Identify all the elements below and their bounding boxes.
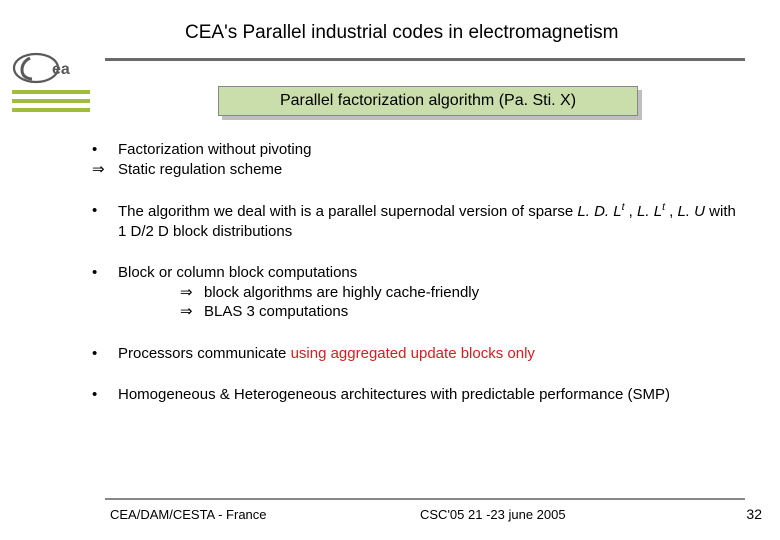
bullet-5: • Homogeneous & Heterogeneous architectu…	[90, 385, 740, 405]
bullet-5-text: Homogeneous & Heterogeneous architecture…	[118, 385, 740, 405]
bullet-3: • Block or column block computations ⇒ b…	[90, 263, 740, 322]
footer-mid: CSC'05 21 -23 june 2005	[420, 507, 566, 522]
bullet-4-text: Processors communicate using aggregated …	[118, 344, 740, 364]
bullet-dot-icon: •	[90, 344, 118, 364]
cea-logo-bars	[12, 90, 90, 112]
b2-sep1: ,	[625, 203, 638, 220]
b2-sep2: ,	[665, 203, 678, 220]
arrow-icon: ⇒	[180, 302, 204, 322]
footer-divider	[105, 498, 745, 500]
subtitle-box: Parallel factorization algorithm (Pa. St…	[218, 86, 638, 116]
bullet-dot-icon: •	[90, 140, 118, 160]
arrow-icon: ⇒	[180, 283, 204, 303]
bullet-1: • Factorization without pivoting ⇒ Stati…	[90, 140, 740, 179]
bullet-dot-icon: •	[90, 263, 118, 283]
b2-prefix: The algorithm we deal with is a parallel…	[118, 203, 577, 220]
b4-red: using aggregated update blocks only	[291, 345, 535, 362]
subtitle-text: Parallel factorization algorithm (Pa. St…	[218, 86, 638, 116]
bullet-dot-icon: •	[90, 201, 118, 221]
b2-ldlt: L. D. L	[577, 203, 621, 220]
bullet-2-text: The algorithm we deal with is a parallel…	[118, 201, 740, 241]
header-divider	[105, 58, 745, 61]
bullet-1-text: Factorization without pivoting	[118, 140, 740, 160]
arrow-icon: ⇒	[90, 160, 118, 180]
bullet-4: • Processors communicate using aggregate…	[90, 344, 740, 364]
bullet-3-sub1: block algorithms are highly cache-friend…	[204, 283, 740, 303]
bullet-2: • The algorithm we deal with is a parall…	[90, 201, 740, 241]
bullet-3-text: Block or column block computations	[118, 263, 740, 283]
bullet-dot-icon: •	[90, 385, 118, 405]
b2-llt: L. L	[637, 203, 662, 220]
b4-prefix: Processors communicate	[118, 345, 291, 362]
bullet-1-arrow-text: Static regulation scheme	[118, 160, 740, 180]
bullet-3-sub2: BLAS 3 computations	[204, 302, 740, 322]
cea-logo: ea	[12, 52, 90, 117]
page-title: CEA's Parallel industrial codes in elect…	[185, 22, 618, 44]
page-number: 32	[746, 506, 762, 522]
b2-lu: L. U	[678, 203, 706, 220]
svg-text:ea: ea	[52, 61, 70, 78]
content-area: • Factorization without pivoting ⇒ Stati…	[90, 140, 740, 405]
cea-logo-mark: ea	[12, 52, 90, 84]
footer-left: CEA/DAM/CESTA - France	[110, 507, 267, 522]
